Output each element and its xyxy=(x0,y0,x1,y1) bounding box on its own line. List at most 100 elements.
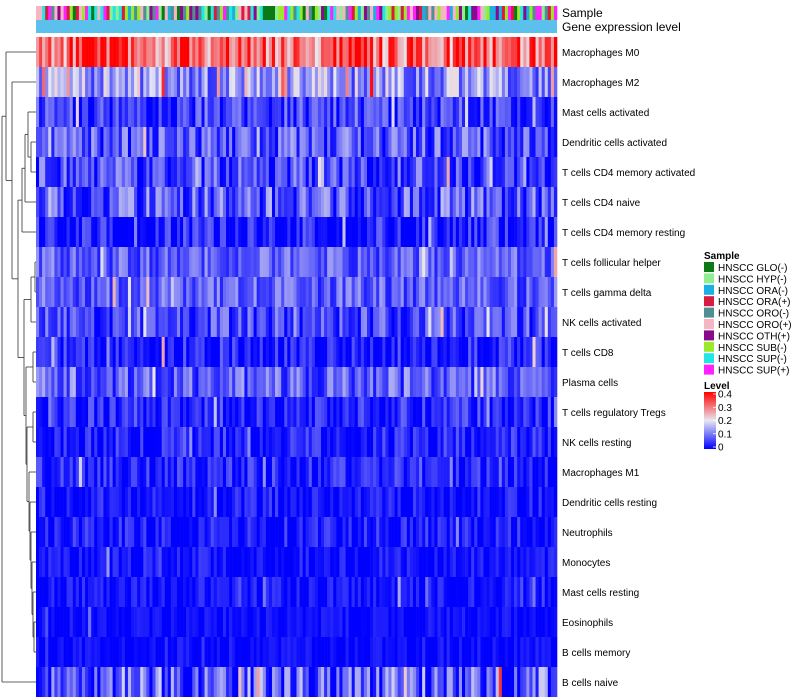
heatmap-cell xyxy=(547,457,552,487)
heatmap-cell xyxy=(333,547,337,577)
heatmap-cell xyxy=(97,547,101,577)
heatmap-cell xyxy=(351,667,356,697)
heatmap-cell xyxy=(281,427,285,457)
heatmap-cell xyxy=(348,367,352,397)
heatmap-cell xyxy=(170,397,175,427)
sample-annotation-cell xyxy=(250,6,254,20)
heatmap-cell xyxy=(317,127,322,157)
heatmap-cell xyxy=(486,97,490,127)
heatmap-cell xyxy=(281,187,285,217)
heatmap-cell xyxy=(57,397,61,427)
heatmap-cell xyxy=(161,67,166,97)
heatmap-cell xyxy=(495,367,500,397)
heatmap-cell xyxy=(229,517,233,547)
heatmap-cell xyxy=(256,517,261,547)
heatmap-cell xyxy=(262,187,267,217)
heatmap-cell xyxy=(88,517,92,547)
heatmap-cell xyxy=(207,37,211,67)
heatmap-cell xyxy=(535,187,539,217)
heatmap-cell xyxy=(158,607,162,637)
heatmap-cell xyxy=(431,67,435,97)
heatmap-cell xyxy=(143,337,147,367)
sample-annotation-cell xyxy=(520,6,524,20)
heatmap-cell xyxy=(91,247,95,277)
heatmap-cell xyxy=(403,127,408,157)
heatmap-cell xyxy=(437,127,441,157)
heatmap-cell xyxy=(461,457,466,487)
heatmap-cell xyxy=(452,427,457,457)
heatmap-cell xyxy=(520,457,524,487)
heatmap-cell xyxy=(265,517,270,547)
heatmap-cell xyxy=(523,547,527,577)
heatmap-cell xyxy=(535,337,539,367)
heatmap-cell xyxy=(213,397,218,427)
heatmap-cell xyxy=(520,217,524,247)
heatmap-cell xyxy=(501,487,506,517)
heatmap-cell xyxy=(403,397,408,427)
heatmap-cell xyxy=(63,427,67,457)
heatmap-cell xyxy=(498,607,503,637)
heatmap-cell xyxy=(170,307,175,337)
heatmap-cell xyxy=(284,187,288,217)
heatmap-cell xyxy=(452,667,457,697)
heatmap-cell xyxy=(158,187,162,217)
heatmap-cell xyxy=(290,247,294,277)
heatmap-cell xyxy=(275,187,279,217)
heatmap-cell xyxy=(440,157,444,187)
heatmap-cell xyxy=(238,607,242,637)
heatmap-cell xyxy=(345,637,349,667)
heatmap-cell xyxy=(379,637,383,667)
heatmap-cell xyxy=(149,37,153,67)
heatmap-cell xyxy=(57,457,61,487)
sample-annotation-cell xyxy=(103,6,107,20)
heatmap-cell xyxy=(201,427,205,457)
heatmap-cell xyxy=(287,127,291,157)
heatmap-cell xyxy=(118,67,123,97)
heatmap-cell xyxy=(339,187,343,217)
heatmap-cell xyxy=(91,67,95,97)
heatmap-cell xyxy=(103,397,107,427)
heatmap-cell xyxy=(388,127,392,157)
heatmap-cell xyxy=(311,97,316,127)
heatmap-cell xyxy=(140,307,144,337)
heatmap-cell xyxy=(36,397,40,427)
heatmap-cell xyxy=(333,367,337,397)
heatmap-cell xyxy=(425,637,429,667)
heatmap-cell xyxy=(449,67,454,97)
heatmap-cell xyxy=(198,457,202,487)
heatmap-cell xyxy=(42,127,46,157)
heatmap-cell xyxy=(213,637,218,667)
heatmap-cell xyxy=(271,187,276,217)
heatmap-cell xyxy=(176,547,181,577)
heatmap-cell xyxy=(477,637,481,667)
heatmap-cell xyxy=(370,67,374,97)
heatmap-cell xyxy=(256,307,261,337)
heatmap-cell xyxy=(161,457,166,487)
heatmap-cell xyxy=(434,247,438,277)
heatmap-cell xyxy=(342,607,346,637)
heatmap-cell xyxy=(112,667,116,697)
heatmap-cell xyxy=(382,517,386,547)
heatmap-cell xyxy=(299,427,303,457)
heatmap-cell xyxy=(42,247,46,277)
heatmap-cell xyxy=(158,427,162,457)
heatmap-cell xyxy=(520,97,524,127)
heatmap-cell xyxy=(256,487,261,517)
heatmap-cell xyxy=(446,667,451,697)
heatmap-cell xyxy=(465,457,469,487)
heatmap-cell xyxy=(235,547,239,577)
heatmap-cell xyxy=(219,127,224,157)
heatmap-cell xyxy=(112,337,116,367)
row-label: T cells CD4 naive xyxy=(562,198,641,209)
heatmap-cell xyxy=(271,427,276,457)
heatmap-cell xyxy=(311,67,316,97)
heatmap-cell xyxy=(468,607,472,637)
heatmap-cell xyxy=(400,667,405,697)
heatmap-cell xyxy=(204,97,208,127)
heatmap-cell xyxy=(204,487,208,517)
heatmap-cell xyxy=(149,487,153,517)
heatmap-cell xyxy=(507,397,512,427)
heatmap-cell xyxy=(483,547,487,577)
heatmap-cell xyxy=(222,187,227,217)
heatmap-cell xyxy=(131,577,135,607)
